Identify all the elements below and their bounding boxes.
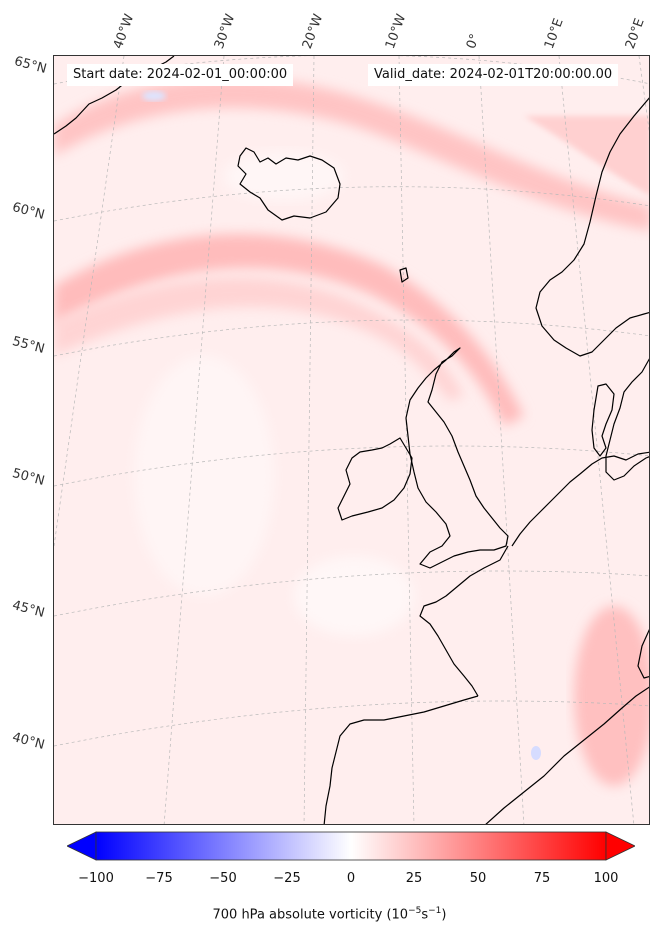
latitude-label: 40°N	[10, 730, 47, 753]
colorbar	[67, 831, 635, 861]
colorbar-label: 700 hPa absolute vorticity (10−5s−1)	[212, 906, 447, 923]
colorbar-tick: −25	[273, 871, 301, 886]
colorbar-gradient	[95, 831, 607, 861]
vorticity-band-inner	[54, 277, 464, 401]
colorbar-tick: 25	[405, 871, 423, 886]
parallel-line	[54, 570, 649, 617]
norway-coast	[535, 97, 649, 357]
longitude-label: 30°W	[211, 12, 239, 51]
map-panel	[53, 55, 650, 825]
iberia-coast	[323, 695, 479, 824]
sweden-coast	[605, 358, 649, 481]
vorticity-band-main	[54, 233, 524, 426]
parallel-line	[54, 319, 649, 357]
mediterranean-coast	[485, 686, 649, 824]
start-date-label: Start date: 2024-02-01_00:00:00	[67, 64, 294, 86]
colorbar-tick: −75	[145, 871, 173, 886]
longitude-label: 10°W	[382, 12, 410, 51]
negative-vorticity-spot	[531, 746, 541, 760]
longitude-label: 40°W	[110, 12, 138, 51]
vorticity-band-north	[54, 77, 649, 231]
latitude-label: 55°N	[10, 334, 47, 357]
negative-vorticity-spot	[142, 91, 166, 101]
low-vorticity-patch	[134, 356, 274, 596]
colorbar-low-extension	[67, 831, 97, 861]
latitude-label: 45°N	[10, 598, 47, 621]
vorticity-patch-south	[574, 606, 649, 786]
france-coast	[419, 545, 509, 697]
meridian-line	[558, 56, 635, 824]
low-vorticity-patch	[224, 151, 344, 201]
graticule	[54, 56, 649, 824]
longitude-label: 20°W	[299, 12, 327, 51]
iceland-coast	[237, 147, 341, 221]
parallel-line	[54, 186, 649, 222]
parallel-line	[54, 700, 649, 747]
colorbar-tick: 75	[533, 871, 551, 886]
colorbar-high-extension	[605, 831, 635, 861]
faroe-islands	[399, 267, 409, 283]
meridian-line	[163, 56, 225, 824]
meridian-line	[478, 56, 525, 824]
map-canvas	[54, 56, 649, 824]
meridian-line	[398, 56, 415, 824]
longitude-label: 0°	[463, 31, 484, 51]
denmark-coast	[591, 383, 615, 457]
ireland-coast	[337, 437, 413, 521]
meridian-line	[303, 56, 315, 824]
colorbar-tick: 0	[346, 871, 356, 886]
italy-coast	[637, 628, 649, 679]
europe-coast	[511, 451, 649, 547]
britain-coast	[405, 347, 509, 569]
valid-date-label: Valid_date: 2024-02-01T20:00:00.00	[368, 64, 619, 86]
low-vorticity-patch	[294, 556, 414, 636]
latitude-label: 65°N	[12, 54, 49, 77]
latitude-label: 50°N	[10, 466, 47, 489]
latitude-label: 60°N	[10, 200, 47, 223]
colorbar-tick: 100	[593, 871, 619, 886]
colorbar-tick: −50	[209, 871, 237, 886]
parallel-line	[54, 445, 649, 487]
longitude-label: 20°E	[622, 16, 648, 51]
longitude-label: 10°E	[541, 16, 567, 51]
colorbar-tick: −100	[78, 871, 114, 886]
vorticity-field	[54, 56, 649, 824]
vorticity-patch-east	[524, 116, 649, 195]
colorbar-tick: 50	[469, 871, 487, 886]
